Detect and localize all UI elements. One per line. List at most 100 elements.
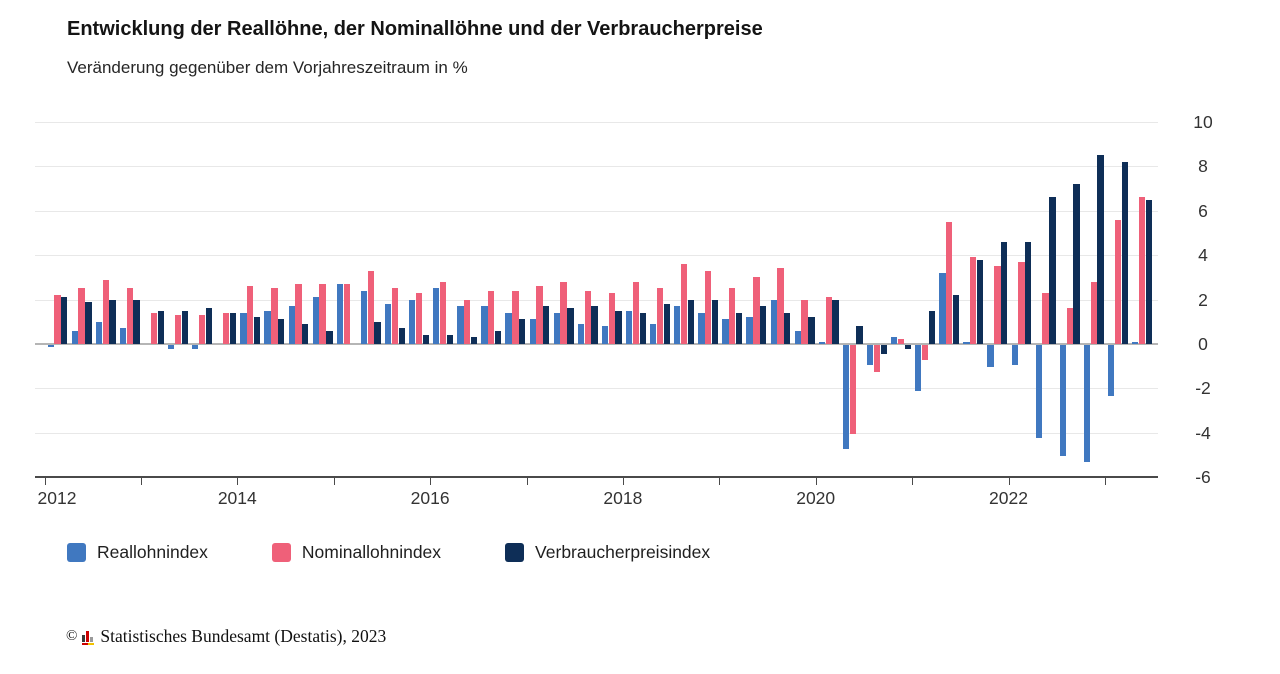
bar-nominallohnindex-2014-q2	[271, 288, 278, 344]
bar-reallohnindex-2021-q3	[963, 341, 970, 344]
bar-reallohnindex-2015-q4	[409, 299, 416, 344]
bar-reallohnindex-2015-q3	[384, 303, 392, 344]
bar-verbraucherpreisindex-2023-q1	[1121, 161, 1128, 344]
bar-nominallohnindex-2016-q4	[512, 290, 519, 344]
bar-verbraucherpreisindex-2012-q3	[109, 299, 116, 344]
bar-reallohnindex-2021-q4	[987, 344, 994, 368]
x-axis-label: 2020	[796, 488, 836, 508]
bar-nominallohnindex-2016-q3	[488, 290, 495, 344]
bar-reallohnindex-2017-q1	[529, 319, 536, 344]
bar-reallohnindex-2022-q2	[1035, 344, 1042, 439]
bar-reallohnindex-2019-q3	[770, 299, 777, 344]
x-axis-tick	[44, 478, 46, 485]
bar-nominallohnindex-2020-q2	[849, 344, 856, 434]
bar-nominallohnindex-2016-q2	[464, 299, 471, 344]
bar-verbraucherpreisindex-2020-q2	[856, 326, 863, 344]
bar-nominallohnindex-2015-q2	[367, 270, 374, 344]
bar-nominallohnindex-2020-q3	[873, 344, 881, 372]
bar-verbraucherpreisindex-2018-q1	[639, 312, 646, 344]
y-axis-label: 8	[1198, 156, 1208, 177]
bar-nominallohnindex-2015-q4	[415, 292, 423, 344]
bar-nominallohnindex-2023-q2	[1138, 197, 1146, 344]
bar-verbraucherpreisindex-2015-q4	[422, 335, 429, 344]
bar-verbraucherpreisindex-2022-q4	[1097, 155, 1104, 344]
bar-nominallohnindex-2014-q3	[295, 283, 302, 344]
bar-reallohnindex-2012-q4	[119, 328, 127, 344]
bar-nominallohnindex-2018-q1	[632, 281, 640, 344]
bar-nominallohnindex-2013-q2	[174, 315, 182, 344]
bar-reallohnindex-2018-q3	[674, 306, 681, 344]
bar-verbraucherpreisindex-2013-q2	[181, 310, 188, 344]
bar-verbraucherpreisindex-2013-q3	[205, 308, 213, 344]
bar-reallohnindex-2017-q4	[601, 326, 609, 344]
legend-label-nominallohnindex: Nominallohnindex	[301, 542, 442, 562]
bar-verbraucherpreisindex-2019-q1	[735, 312, 743, 344]
bar-reallohnindex-2012-q2	[71, 330, 78, 344]
bar-verbraucherpreisindex-2014-q3	[302, 323, 309, 344]
x-axis-tick	[333, 478, 335, 485]
x-axis-label: 2012	[37, 488, 77, 508]
x-axis-tick	[237, 478, 239, 485]
bar-nominallohnindex-2019-q3	[777, 268, 784, 344]
bar-verbraucherpreisindex-2012-q4	[133, 299, 140, 344]
grid-line	[35, 166, 1158, 168]
y-axis-label: 6	[1198, 200, 1208, 221]
bar-reallohnindex-2017-q3	[577, 323, 585, 344]
y-axis-label: 10	[1193, 112, 1213, 132]
legend-label-verbraucherpreisindex: Verbraucherpreisindex	[535, 542, 711, 562]
bar-reallohnindex-2015-q2	[360, 290, 368, 344]
y-axis-label: 2	[1198, 289, 1208, 310]
bar-verbraucherpreisindex-2012-q1	[61, 297, 68, 344]
x-axis-label: 2014	[217, 488, 257, 508]
bar-nominallohnindex-2020-q4	[897, 339, 905, 344]
bar-verbraucherpreisindex-2016-q2	[470, 337, 478, 344]
bar-nominallohnindex-2021-q2	[946, 221, 953, 344]
legend-item-reallohnindex: Reallohnindex	[67, 542, 208, 563]
bar-reallohnindex-2020-q1	[818, 341, 826, 344]
bar-nominallohnindex-2016-q1	[439, 281, 447, 344]
bar-verbraucherpreisindex-2017-q2	[567, 308, 574, 344]
bar-verbraucherpreisindex-2022-q1	[1025, 241, 1032, 344]
legend: Reallohnindex Nominallohnindex Verbrauch…	[67, 542, 774, 563]
x-axis-tick	[1008, 478, 1010, 485]
bar-reallohnindex-2020-q3	[866, 344, 874, 365]
bar-nominallohnindex-2013-q3	[198, 315, 206, 344]
bar-verbraucherpreisindex-2018-q2	[663, 303, 670, 344]
bar-verbraucherpreisindex-2012-q2	[85, 301, 92, 344]
x-axis-label: 2016	[410, 488, 450, 508]
bar-nominallohnindex-2013-q4	[223, 312, 230, 344]
bar-verbraucherpreisindex-2016-q3	[494, 330, 502, 344]
chart-title: Entwicklung der Reallöhne, der Nominallö…	[67, 18, 763, 40]
bar-verbraucherpreisindex-2023-q2	[1145, 199, 1152, 344]
bar-verbraucherpreisindex-2022-q2	[1049, 197, 1056, 344]
bar-nominallohnindex-2022-q4	[1090, 281, 1097, 344]
x-axis-tick	[912, 478, 914, 485]
bar-reallohnindex-2017-q2	[553, 312, 560, 344]
bar-verbraucherpreisindex-2018-q3	[687, 299, 695, 344]
bar-reallohnindex-2015-q1	[336, 283, 344, 344]
y-axis-label: -6	[1195, 467, 1211, 487]
bar-verbraucherpreisindex-2022-q3	[1073, 184, 1080, 344]
bar-reallohnindex-2014-q2	[264, 310, 271, 344]
bar-verbraucherpreisindex-2021-q4	[1001, 241, 1008, 344]
zero-line	[35, 342, 1158, 345]
x-axis-tick	[719, 478, 721, 485]
bar-nominallohnindex-2022-q1	[1018, 261, 1025, 344]
x-axis-tick	[430, 478, 432, 485]
bar-reallohnindex-2019-q2	[746, 317, 753, 344]
bar-nominallohnindex-2020-q1	[825, 297, 832, 344]
bar-verbraucherpreisindex-2019-q4	[808, 317, 815, 344]
bar-reallohnindex-2016-q2	[457, 306, 464, 344]
bar-reallohnindex-2022-q4	[1083, 344, 1091, 463]
bar-verbraucherpreisindex-2017-q1	[543, 306, 550, 344]
bar-verbraucherpreisindex-2020-q1	[832, 299, 839, 344]
bar-nominallohnindex-2021-q1	[921, 344, 929, 361]
x-axis-tick	[622, 478, 624, 485]
bar-reallohnindex-2021-q2	[939, 272, 946, 344]
bar-nominallohnindex-2021-q3	[970, 257, 977, 344]
bar-nominallohnindex-2018-q3	[680, 264, 688, 344]
bar-verbraucherpreisindex-2020-q3	[880, 344, 887, 354]
x-axis-tick	[526, 478, 528, 485]
bar-verbraucherpreisindex-2021-q1	[928, 310, 936, 344]
